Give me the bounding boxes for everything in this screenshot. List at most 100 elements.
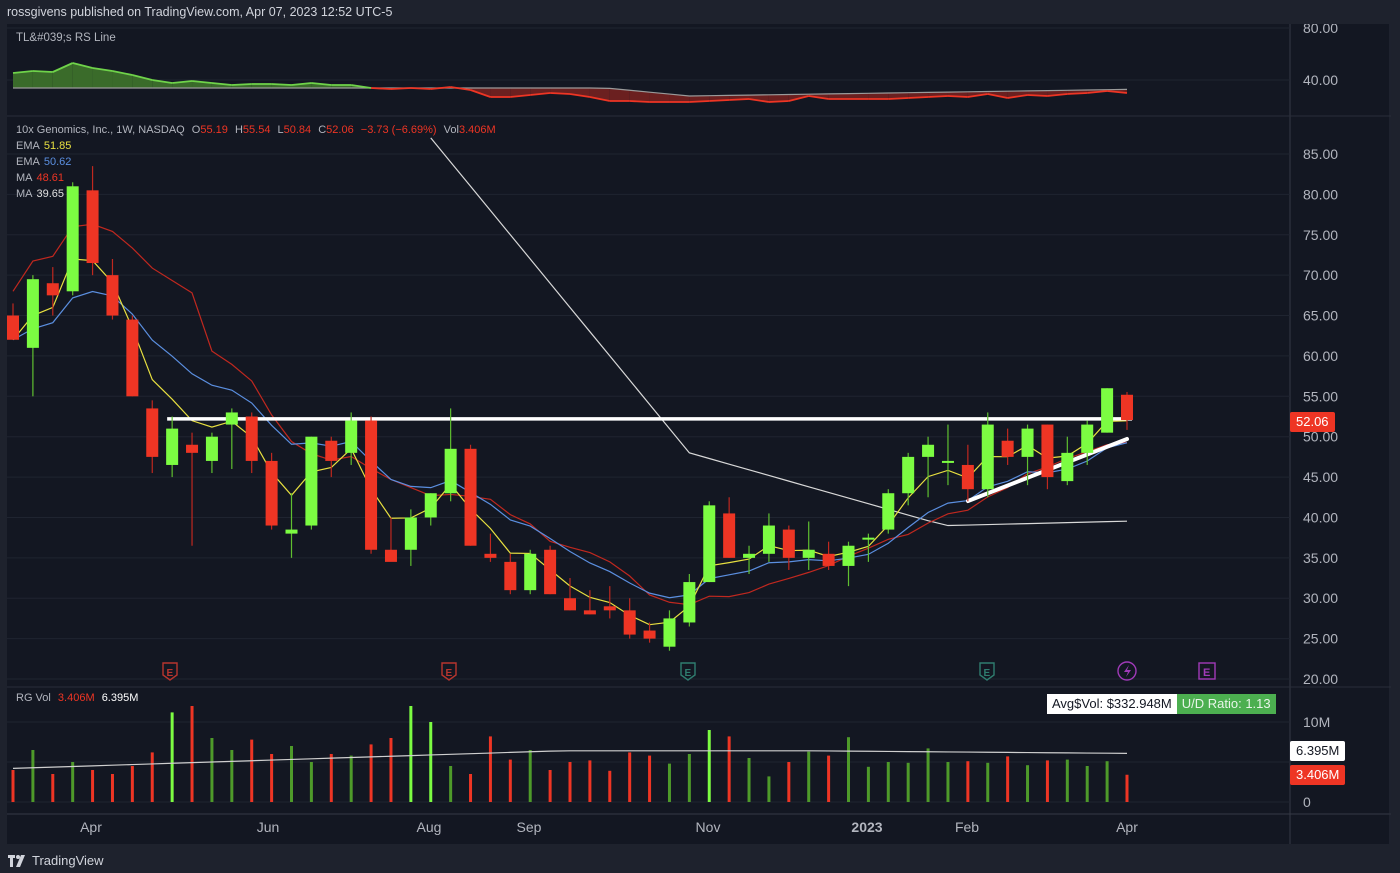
candle[interactable] <box>186 432 199 546</box>
earnings-marker-icon[interactable]: E <box>979 662 995 681</box>
tradingview-logo[interactable]: TradingView <box>8 853 104 868</box>
candle[interactable] <box>583 590 596 615</box>
candle[interactable] <box>86 166 99 276</box>
candle[interactable] <box>1121 391 1133 430</box>
volume-bar <box>190 706 194 802</box>
candle[interactable] <box>743 545 756 574</box>
svg-text:80.00: 80.00 <box>1303 24 1338 36</box>
svg-text:E: E <box>685 668 692 679</box>
volume-bar <box>349 755 353 802</box>
svg-text:40.00: 40.00 <box>1303 72 1338 88</box>
indicator-ema-fast[interactable]: EMA 51.85 <box>16 140 72 152</box>
candle[interactable] <box>345 412 358 465</box>
chart-area[interactable]: 85.00 80.00 75.00 70.00 65.00 60.00 55.00 50.00… <box>7 24 1391 844</box>
candle[interactable] <box>365 416 378 554</box>
candle[interactable] <box>504 553 517 595</box>
volume-bar <box>170 712 174 802</box>
volume-legend[interactable]: RG Vol 3.406M 6.395M <box>16 692 139 704</box>
price-axis-tick: 80.00 <box>1303 186 1338 202</box>
volume-bar <box>1085 766 1089 802</box>
volume-bar <box>409 706 413 802</box>
candle[interactable] <box>1081 420 1094 465</box>
candle[interactable] <box>46 267 59 316</box>
volume-bar <box>110 774 114 802</box>
candle[interactable] <box>1061 436 1074 486</box>
volume-bar <box>71 762 75 802</box>
close-value: 52.06 <box>326 124 354 136</box>
svg-text:0: 0 <box>1303 794 1311 810</box>
candle[interactable] <box>285 493 298 558</box>
indicator-ema-slow[interactable]: EMA 50.62 <box>16 156 72 168</box>
candle[interactable] <box>723 497 736 558</box>
candle[interactable] <box>1041 424 1054 490</box>
volume-bar <box>429 722 433 802</box>
candle[interactable] <box>325 436 338 478</box>
candle[interactable] <box>305 436 318 530</box>
candle[interactable] <box>66 182 79 296</box>
candle[interactable] <box>245 412 258 474</box>
volume-bar <box>568 762 572 802</box>
candle[interactable] <box>643 622 656 643</box>
candle[interactable] <box>126 315 139 397</box>
candle[interactable] <box>404 509 417 566</box>
candle[interactable] <box>822 541 835 570</box>
candle[interactable] <box>464 444 477 546</box>
candle[interactable] <box>981 412 994 498</box>
earnings-marker-icon[interactable]: E <box>441 662 457 681</box>
high-value: 55.54 <box>242 124 271 136</box>
candle[interactable] <box>762 513 775 562</box>
candle[interactable] <box>922 436 935 498</box>
candle[interactable] <box>444 408 457 502</box>
candle[interactable] <box>424 493 437 526</box>
candle[interactable] <box>524 549 537 595</box>
candle[interactable] <box>7 303 19 340</box>
candle[interactable] <box>205 432 218 474</box>
candle[interactable] <box>384 517 397 562</box>
candle[interactable] <box>941 424 954 486</box>
volume-bar <box>946 762 950 802</box>
volume-bar <box>51 774 55 802</box>
candle[interactable] <box>146 400 159 474</box>
candle[interactable] <box>265 452 278 530</box>
low-value: 50.84 <box>283 124 312 136</box>
candle[interactable] <box>544 545 557 595</box>
candle[interactable] <box>1001 428 1014 465</box>
chart-canvas[interactable]: 85.00 80.00 75.00 70.00 65.00 60.00 55.00 50.00… <box>7 24 1391 844</box>
candle[interactable] <box>882 489 895 534</box>
candle[interactable] <box>1021 424 1034 486</box>
candle[interactable] <box>961 444 974 502</box>
candle[interactable] <box>902 452 915 506</box>
candle[interactable] <box>842 541 855 587</box>
volume-bar <box>91 770 95 802</box>
volume-bar <box>528 750 532 802</box>
last-price-badge: 52.06 <box>1290 412 1335 432</box>
earnings-marker-icon[interactable]: E <box>680 662 696 681</box>
volume-stats-box: Avg$Vol: $332.948M U/D Ratio: 1.13 <box>1047 694 1276 714</box>
candle[interactable] <box>225 408 238 469</box>
volume-bar <box>707 730 711 802</box>
candle[interactable] <box>484 533 497 562</box>
symbol-name[interactable]: 10x Genomics, Inc., 1W, NASDAQ <box>16 124 185 136</box>
avg-dollar-volume: Avg$Vol: $332.948M <box>1047 694 1177 714</box>
candle[interactable] <box>623 598 636 639</box>
lightning-event-icon[interactable] <box>1117 661 1137 681</box>
candle[interactable] <box>663 610 676 651</box>
candle[interactable] <box>603 586 616 619</box>
indicator-ma-fast[interactable]: MA 48.61 <box>16 172 65 184</box>
candle[interactable] <box>683 573 696 627</box>
candle[interactable] <box>802 521 815 570</box>
volume-bar <box>369 744 373 802</box>
volume-bar <box>31 750 35 802</box>
candle[interactable] <box>106 258 119 320</box>
volume-bar <box>488 736 492 802</box>
candle[interactable] <box>703 501 716 583</box>
candle[interactable] <box>1101 388 1114 433</box>
candle[interactable] <box>26 275 39 397</box>
earnings-marker-icon[interactable]: E <box>162 662 178 681</box>
earnings-upcoming-icon[interactable]: E <box>1198 662 1216 680</box>
candle[interactable] <box>564 578 576 611</box>
indicator-ma-slow[interactable]: MA 39.65 <box>16 188 65 200</box>
candle[interactable] <box>862 533 875 562</box>
candle[interactable] <box>166 416 179 478</box>
candle[interactable] <box>782 525 795 570</box>
